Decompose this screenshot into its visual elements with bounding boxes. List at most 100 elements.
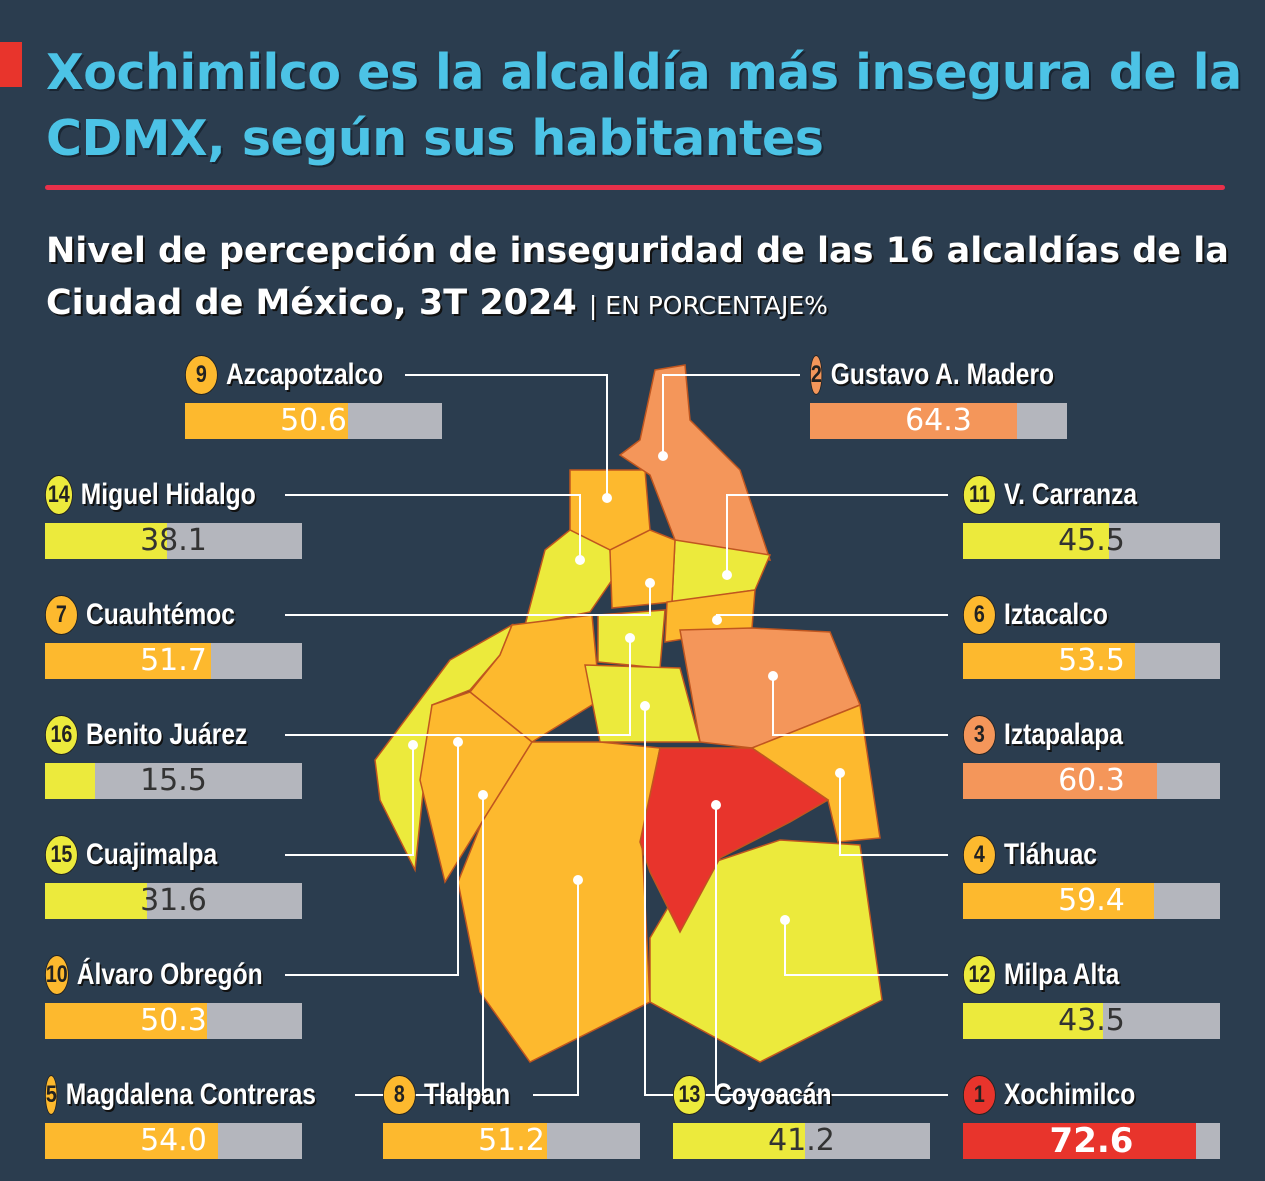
alcaldia-card-tlalpan: 8 Tlalpan 51.2 [383, 1075, 640, 1159]
rank-badge: 16 [45, 715, 78, 755]
map-dot-alvaro-obregon [453, 737, 463, 747]
bar-value: 59.4 [1058, 883, 1125, 918]
rank-badge: 1 [963, 1075, 996, 1115]
bar-value: 54.0 [140, 1123, 207, 1158]
bar-value: 72.6 [1049, 1121, 1134, 1161]
alcaldia-label: 12 Milpa Alta [963, 955, 1174, 995]
bar-fill [45, 883, 147, 919]
bar-fill [673, 1123, 806, 1159]
alcaldia-name: Benito Juárez [86, 718, 248, 751]
alcaldia-card-magdalena-contreras: 5 Magdalena Contreras 54.0 [45, 1075, 316, 1159]
bar-value: 53.5 [1058, 643, 1125, 678]
bar-fill [45, 1003, 207, 1039]
red-marker [0, 42, 22, 87]
bar-fill [45, 643, 212, 679]
map-dot-magdalena-contreras [478, 790, 488, 800]
alcaldia-name: Milpa Alta [1004, 958, 1120, 991]
rank-badge: 4 [963, 835, 996, 875]
leader-line-azcapotzalco [405, 374, 608, 498]
bar-track: 50.3 [45, 1003, 302, 1039]
map-dot-iztapalapa [768, 671, 778, 681]
map-dot-cuajimalpa [408, 740, 418, 750]
alcaldia-card-cuajimalpa: 15 Cuajimalpa 31.6 [45, 835, 302, 919]
map-region-miguel-hidalgo [523, 529, 613, 626]
map-dot-tlalpan [573, 875, 583, 885]
alcaldia-label: 7 Cuauhtémoc [45, 595, 256, 635]
bar-value: 50.6 [280, 403, 347, 438]
alcaldia-label: 8 Tlalpan [383, 1075, 594, 1115]
bar-track: 15.5 [45, 763, 302, 799]
alcaldia-card-cuauhtemoc: 7 Cuauhtémoc 51.7 [45, 595, 302, 679]
leader-line-benito-juarez [285, 638, 631, 736]
leader-line-tlahuac [839, 773, 948, 856]
alcaldia-name: Magdalena Contreras [65, 1078, 316, 1111]
bar-track: 72.6 [963, 1123, 1220, 1159]
rank-badge: 8 [383, 1075, 416, 1115]
leader-line-v-carranza [726, 494, 948, 575]
bar-value: 51.2 [478, 1123, 545, 1158]
rank-badge: 9 [185, 355, 218, 395]
map-dot-xochimilco [711, 800, 721, 810]
bar-track: 43.5 [963, 1003, 1220, 1039]
leader-line-tlalpan [533, 880, 579, 1096]
alcaldia-card-tlahuac: 4 Tláhuac 59.4 [963, 835, 1220, 919]
alcaldia-card-azcapotzalco: 9 Azcapotzalco 50.6 [185, 355, 442, 439]
bar-track: 64.3 [810, 403, 1067, 439]
bar-track: 41.2 [673, 1123, 930, 1159]
alcaldia-card-milpa-alta: 12 Milpa Alta 43.5 [963, 955, 1220, 1039]
bar-fill [185, 403, 348, 439]
bar-track: 54.0 [45, 1123, 302, 1159]
rank-badge: 3 [963, 715, 996, 755]
alcaldia-card-iztapalapa: 3 Iztapalapa 60.3 [963, 715, 1220, 799]
bar-value: 64.3 [905, 403, 972, 438]
alcaldia-label: 13 Coyoacán [673, 1075, 884, 1115]
alcaldia-label: 9 Azcapotzalco [185, 355, 396, 395]
rank-badge: 7 [45, 595, 78, 635]
alcaldia-name: Azcapotzalco [226, 358, 384, 391]
bar-value: 50.3 [140, 1003, 207, 1038]
alcaldia-card-gustavo-a-madero: 2 Gustavo A. Madero 64.3 [810, 355, 1067, 439]
map-region-tlalpan [457, 741, 661, 1063]
map-dot-cuauhtemoc [645, 578, 655, 588]
alcaldia-card-coyoacan: 13 Coyoacán 41.2 [673, 1075, 930, 1159]
alcaldia-name: Xochimilco [1004, 1078, 1136, 1111]
bar-fill [963, 1123, 1197, 1159]
leader-line-cuajimalpa [285, 745, 414, 856]
bar-value: 43.5 [1058, 1003, 1125, 1038]
bar-track: 38.1 [45, 523, 302, 559]
bar-track: 31.6 [45, 883, 302, 919]
alcaldia-card-xochimilco: 1 Xochimilco 72.6 [963, 1075, 1220, 1159]
rank-badge: 14 [45, 475, 73, 515]
map-dot-azcapotzalco [602, 493, 612, 503]
alcaldia-label: 11 V. Carranza [963, 475, 1174, 515]
alcaldia-label: 16 Benito Juárez [45, 715, 256, 755]
subtitle-text: Nivel de percepción de inseguridad de la… [46, 231, 1229, 323]
rank-badge: 15 [45, 835, 78, 875]
map-dot-iztacalco [712, 615, 722, 625]
rank-badge: 10 [45, 955, 69, 995]
alcaldia-label: 3 Iztapalapa [963, 715, 1174, 755]
map-dot-coyoacan [640, 701, 650, 711]
alcaldia-label: 5 Magdalena Contreras [45, 1075, 316, 1115]
alcaldia-card-miguel-hidalgo: 14 Miguel Hidalgo 38.1 [45, 475, 302, 559]
divider [45, 185, 1225, 190]
map-region-xochimilco [639, 747, 830, 934]
alcaldia-label: 1 Xochimilco [963, 1075, 1174, 1115]
unit-label: | EN PORCENTAJE% [588, 291, 828, 320]
alcaldia-name: Iztacalco [1004, 598, 1108, 631]
bar-value: 45.5 [1058, 523, 1125, 558]
rank-badge: 11 [963, 475, 996, 515]
alcaldia-name: V. Carranza [1004, 478, 1138, 511]
chart-title: Nivel de percepción de inseguridad de la… [46, 225, 1246, 332]
rank-badge: 13 [673, 1075, 706, 1115]
leader-line-alvaro-obregon [285, 742, 459, 976]
rank-badge: 2 [810, 355, 823, 395]
map-dot-milpa-alta [780, 915, 790, 925]
bar-fill [383, 1123, 548, 1159]
bar-track: 60.3 [963, 763, 1220, 799]
bar-fill [963, 523, 1110, 559]
alcaldia-name: Tláhuac [1004, 838, 1097, 871]
bar-track: 53.5 [963, 643, 1220, 679]
alcaldia-card-v-carranza: 11 V. Carranza 45.5 [963, 475, 1220, 559]
